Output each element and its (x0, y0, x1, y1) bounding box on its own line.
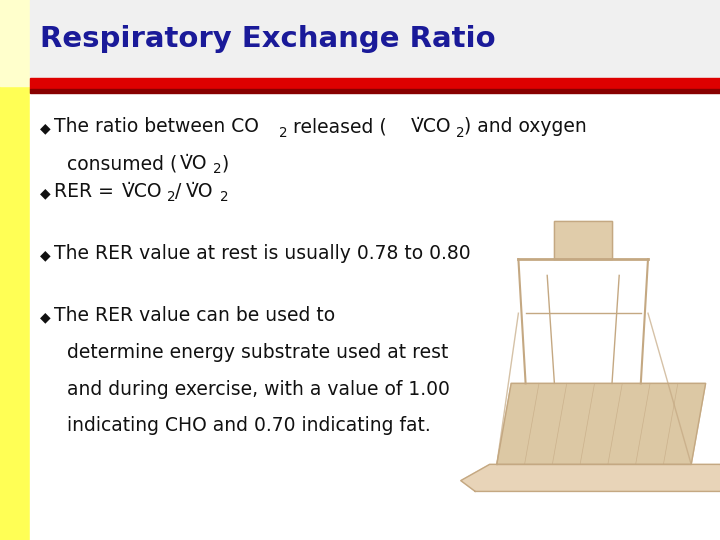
Bar (30, 89, 720, 93)
Polygon shape (497, 383, 706, 464)
Text: determine energy substrate used at rest: determine energy substrate used at rest (67, 343, 449, 362)
Text: V̇O: V̇O (186, 182, 213, 201)
Bar (30, 93, 720, 540)
Text: released (: released ( (287, 117, 387, 136)
Text: The ratio between CO: The ratio between CO (54, 117, 259, 136)
Text: Respiratory Exchange Ratio: Respiratory Exchange Ratio (40, 25, 495, 53)
Bar (30, 78, 720, 89)
Text: indicating CHO and 0.70 indicating fat.: indicating CHO and 0.70 indicating fat. (67, 416, 431, 435)
Text: The RER value at rest is usually 0.78 to 0.80: The RER value at rest is usually 0.78 to… (54, 244, 471, 263)
Bar (30, 0, 720, 78)
Text: ): ) (221, 154, 228, 173)
Text: 2: 2 (166, 191, 175, 205)
Text: 2: 2 (456, 126, 464, 140)
Text: ◆: ◆ (40, 186, 50, 200)
Text: V̇CO: V̇CO (122, 182, 162, 201)
Bar (0, 86, 30, 540)
Text: and during exercise, with a value of 1.00: and during exercise, with a value of 1.0… (67, 380, 450, 399)
Bar (0, 0, 30, 86)
Text: ◆: ◆ (40, 248, 50, 262)
Text: ◆: ◆ (40, 310, 50, 325)
Polygon shape (461, 464, 720, 491)
Text: The RER value can be used to: The RER value can be used to (54, 306, 335, 325)
Text: V̇O: V̇O (179, 154, 207, 173)
Polygon shape (554, 221, 612, 259)
Text: ◆: ◆ (40, 122, 50, 136)
Text: ) and oxygen: ) and oxygen (464, 117, 587, 136)
Text: V̇CO: V̇CO (411, 117, 451, 136)
Text: 2: 2 (213, 163, 222, 177)
Text: 2: 2 (279, 126, 287, 140)
Text: 2: 2 (220, 191, 228, 205)
Text: RER =: RER = (54, 182, 120, 201)
Text: /: / (174, 182, 181, 201)
Text: consumed (: consumed ( (67, 154, 177, 173)
